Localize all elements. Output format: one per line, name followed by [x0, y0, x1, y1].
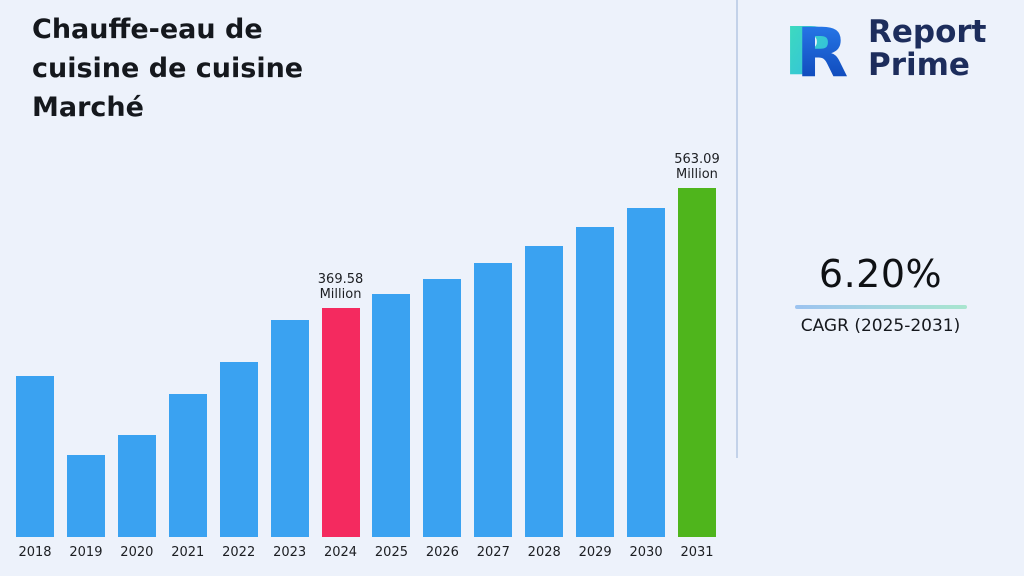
- bar-slot-2026: 2026: [423, 279, 462, 560]
- bar-2027: [474, 263, 513, 537]
- bar-2018: [16, 376, 54, 537]
- bar-slot-2019: 2019: [66, 455, 105, 560]
- bar-slot-2021: 2021: [168, 394, 207, 560]
- bar-2021: [168, 394, 207, 537]
- svg-text:R: R: [796, 14, 848, 90]
- bar-slot-2028: 2028: [525, 246, 564, 560]
- logo-mark-icon: P R: [784, 13, 848, 93]
- cagr-label: CAGR (2025-2031): [800, 316, 961, 336]
- x-axis-label-2031: 2031: [680, 545, 714, 560]
- bar-value-label-2024: 369.58 Million: [317, 271, 364, 303]
- bar-2026: [423, 279, 462, 537]
- svg-text:P: P: [784, 13, 832, 90]
- report-prime-logo: P R Report Prime: [778, 8, 987, 93]
- x-axis-label-2030: 2030: [629, 545, 663, 560]
- page-title-line-3: Marché: [32, 92, 144, 124]
- x-axis-label-2025: 2025: [374, 545, 408, 560]
- bar-2029: [576, 227, 615, 537]
- bar-chart: 2018 2019 2020 2021 2022 2023 369.58 Million 20…: [16, 152, 720, 560]
- bar-2020: [117, 435, 156, 537]
- logo-text-prime: Prime: [868, 47, 970, 83]
- bar-2023: [270, 320, 309, 537]
- x-axis-label-2019: 2019: [69, 545, 103, 560]
- bar-slot-2020: 2020: [117, 435, 156, 560]
- x-axis-label-2022: 2022: [222, 545, 256, 560]
- bar-2031: [677, 188, 716, 537]
- page-title-line-1: Chauffe-eau de: [32, 14, 263, 45]
- bar-slot-2030: 2030: [627, 208, 666, 560]
- bar-slot-2025: 2025: [372, 294, 411, 560]
- x-axis-label-2027: 2027: [476, 545, 510, 560]
- vertical-divider: [736, 0, 738, 458]
- bar-slot-2031: 563.09 Million 2031: [674, 152, 720, 560]
- x-axis-label-2023: 2023: [273, 545, 307, 560]
- cagr-value: 6.20%: [818, 252, 943, 296]
- x-axis-label-2018: 2018: [18, 545, 52, 560]
- bar-slot-2023: 2023: [270, 320, 309, 560]
- cagr-panel: 6.20% CAGR (2025-2031): [737, 252, 1024, 336]
- bar-2022: [219, 362, 258, 537]
- bar-slot-2029: 2029: [576, 227, 615, 560]
- x-axis-label-2029: 2029: [578, 545, 612, 560]
- x-axis-label-2021: 2021: [171, 545, 205, 560]
- logo-text-report: Report: [868, 14, 987, 51]
- bar-slot-2022: 2022: [219, 362, 258, 560]
- bar-2030: [627, 208, 666, 537]
- x-axis-label-2028: 2028: [527, 545, 561, 560]
- bar-value-label-2031: 563.09 Million: [674, 151, 720, 183]
- page-title: Chauffe-eau de cuisine de cuisine Marché: [32, 10, 303, 127]
- x-axis-label-2020: 2020: [120, 545, 154, 560]
- bar-slot-2024: 369.58 Million 2024: [318, 272, 364, 560]
- bar-slot-2018: 2018: [16, 376, 54, 560]
- bar-2019: [66, 455, 105, 537]
- bar-2028: [525, 246, 564, 537]
- report-prime-logo-text: Report Prime: [868, 16, 987, 81]
- report-prime-logo-icon: P R: [778, 8, 860, 93]
- cagr-underline: [794, 305, 967, 309]
- x-axis-label-2026: 2026: [425, 545, 459, 560]
- bar-2025: [372, 294, 411, 537]
- bar-slot-2027: 2027: [474, 263, 513, 560]
- x-axis-label-2024: 2024: [323, 545, 358, 560]
- bar-2024: [321, 308, 360, 537]
- page-title-line-2: cuisine de cuisine: [32, 53, 304, 85]
